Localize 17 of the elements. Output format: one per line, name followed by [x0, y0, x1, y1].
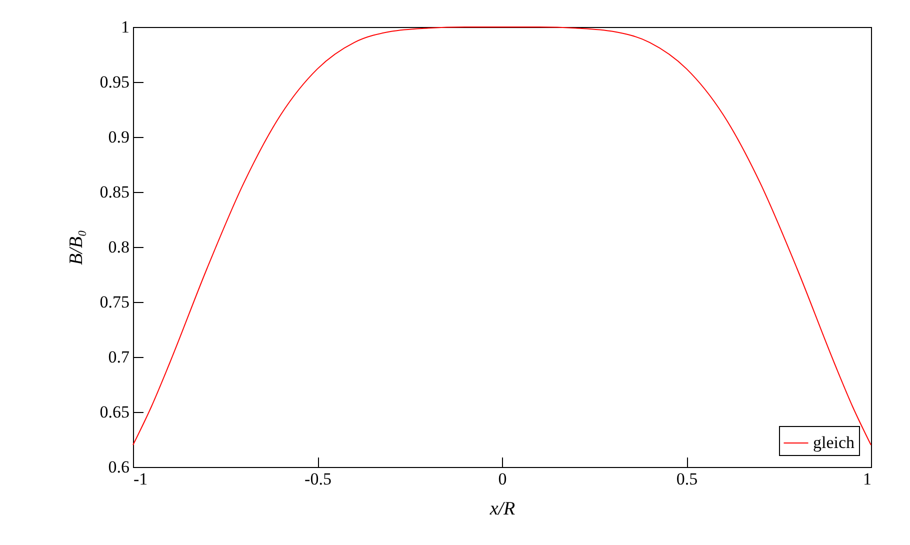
y-tick-label: 0.7	[108, 348, 130, 366]
x-tick-label: 0	[498, 470, 507, 488]
y-tick-label: 1	[121, 18, 130, 36]
y-tick-label: 0.95	[100, 72, 130, 92]
x-tick-label: 0.5	[676, 470, 698, 488]
y-tick-label: 0.8	[108, 238, 130, 256]
legend-label: gleich	[813, 433, 856, 452]
y-tick-label: 0.6	[108, 458, 130, 476]
y-tick-label: 0.85	[100, 182, 130, 202]
x-tick-label: -1	[134, 470, 148, 488]
y-axis-title: B/B₀	[66, 230, 87, 266]
y-tick-label: 0.9	[108, 128, 130, 146]
y-tick-label: 0.65	[100, 402, 130, 422]
x-axis-title: x/R	[488, 498, 516, 520]
x-tick-label: -0.5	[304, 470, 332, 488]
y-tick-label: 0.75	[100, 292, 130, 312]
x-tick-label: 1	[863, 470, 872, 488]
